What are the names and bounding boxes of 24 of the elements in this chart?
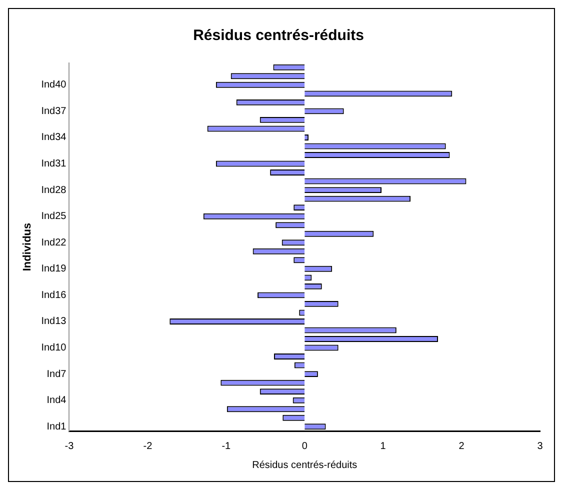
x-tick-label: -3 — [64, 440, 74, 452]
x-tick-label: 2 — [458, 440, 465, 452]
y-tick-label: Ind13 — [41, 316, 67, 328]
chart-title: Résidus centrés-réduits — [193, 27, 364, 44]
y-tick-label: Ind34 — [41, 132, 67, 144]
x-tick-label: 0 — [302, 440, 308, 452]
y-tick-label: Ind4 — [46, 395, 67, 406]
y-tick-label: Ind7 — [46, 368, 67, 380]
x-axis-title: Résidus centrés-réduits — [252, 460, 358, 471]
y-tick-label: Ind25 — [41, 211, 67, 222]
y-tick-label: Ind31 — [41, 158, 67, 170]
x-tick-label: 3 — [537, 440, 544, 452]
y-tick-label: Ind1 — [46, 421, 67, 432]
y-tick-label: Ind37 — [41, 106, 67, 117]
y-tick-label: Ind22 — [41, 237, 67, 248]
x-tick-label: 1 — [380, 440, 386, 452]
y-tick-label: Ind10 — [41, 342, 67, 354]
x-tick-label: -2 — [143, 440, 153, 452]
y-tick-label: Ind16 — [41, 290, 67, 301]
y-axis-title: Individus — [22, 222, 34, 272]
y-tick-label: Ind28 — [41, 184, 67, 196]
y-tick-label: Ind40 — [41, 80, 67, 91]
x-tick-label: -1 — [222, 440, 232, 452]
y-tick-label: Ind19 — [41, 264, 67, 275]
